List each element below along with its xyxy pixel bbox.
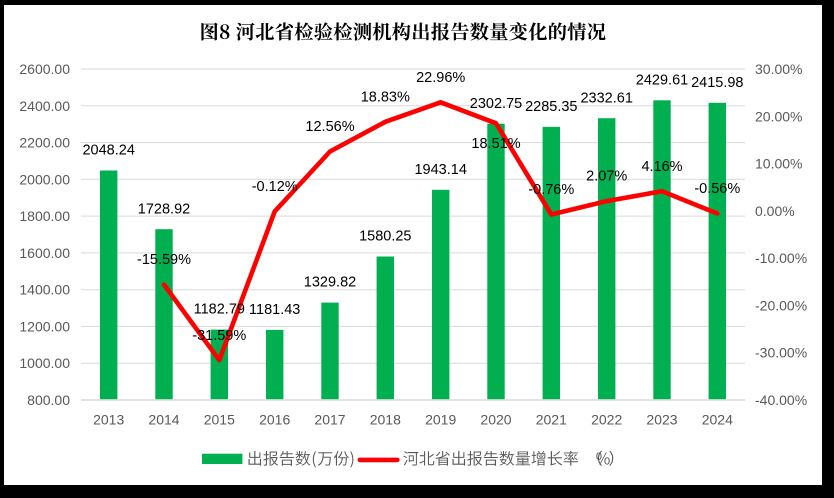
- svg-text:2600.00: 2600.00: [19, 61, 70, 77]
- svg-text:800.00: 800.00: [27, 392, 70, 408]
- svg-text:2015: 2015: [204, 412, 235, 428]
- svg-text:18.83%: 18.83%: [361, 89, 410, 105]
- svg-text:-0.76%: -0.76%: [528, 182, 574, 198]
- svg-text:30.00%: 30.00%: [755, 61, 802, 77]
- svg-text:2302.75: 2302.75: [470, 96, 522, 112]
- svg-text:10.00%: 10.00%: [755, 156, 802, 172]
- svg-text:18.51%: 18.51%: [471, 136, 520, 152]
- svg-text:1600.00: 1600.00: [19, 245, 70, 261]
- svg-text:1580.25: 1580.25: [359, 229, 411, 245]
- svg-text:2021: 2021: [536, 412, 567, 428]
- svg-text:2014: 2014: [148, 412, 179, 428]
- svg-text:20.00%: 20.00%: [755, 108, 802, 124]
- svg-text:-30.00%: -30.00%: [755, 345, 807, 361]
- svg-text:2285.35: 2285.35: [525, 99, 577, 115]
- svg-text:2332.61: 2332.61: [580, 90, 632, 106]
- svg-text:2018: 2018: [370, 412, 401, 428]
- svg-text:4.16%: 4.16%: [641, 159, 682, 175]
- svg-text:1200.00: 1200.00: [19, 318, 70, 334]
- svg-text:1181.43: 1181.43: [249, 302, 300, 318]
- svg-text:0.00%: 0.00%: [755, 203, 795, 219]
- svg-text:2022: 2022: [591, 412, 622, 428]
- svg-text:12.56%: 12.56%: [305, 119, 354, 135]
- svg-text:1728.92: 1728.92: [138, 201, 190, 217]
- svg-text:-20.00%: -20.00%: [755, 297, 807, 313]
- svg-text:2429.61: 2429.61: [636, 72, 688, 88]
- svg-text:-15.59%: -15.59%: [137, 252, 191, 268]
- svg-text:22.96%: 22.96%: [416, 70, 465, 86]
- svg-text:2013: 2013: [93, 412, 124, 428]
- svg-text:-40.00%: -40.00%: [755, 392, 807, 408]
- svg-text:2019: 2019: [425, 412, 456, 428]
- svg-text:2415.98: 2415.98: [691, 75, 743, 91]
- svg-text:2.07%: 2.07%: [586, 169, 627, 185]
- svg-text:1182.79: 1182.79: [194, 302, 245, 318]
- svg-text:2024: 2024: [702, 412, 733, 428]
- svg-text:-31.59%: -31.59%: [192, 328, 246, 344]
- svg-text:2016: 2016: [259, 412, 290, 428]
- svg-text:1943.14: 1943.14: [414, 162, 466, 178]
- svg-text:-0.12%: -0.12%: [252, 179, 298, 195]
- svg-text:2048.24: 2048.24: [82, 143, 134, 159]
- svg-text:2000.00: 2000.00: [19, 171, 70, 187]
- svg-text:1000.00: 1000.00: [19, 355, 70, 371]
- svg-text:2200.00: 2200.00: [19, 135, 70, 151]
- svg-text:-10.00%: -10.00%: [755, 250, 807, 266]
- svg-text:2023: 2023: [646, 412, 677, 428]
- svg-text:-0.56%: -0.56%: [694, 181, 740, 197]
- svg-text:1400.00: 1400.00: [19, 282, 70, 298]
- svg-text:1800.00: 1800.00: [19, 208, 70, 224]
- svg-text:2017: 2017: [314, 412, 345, 428]
- svg-text:1329.82: 1329.82: [304, 275, 356, 291]
- svg-text:2400.00: 2400.00: [19, 98, 70, 114]
- svg-text:2020: 2020: [480, 412, 511, 428]
